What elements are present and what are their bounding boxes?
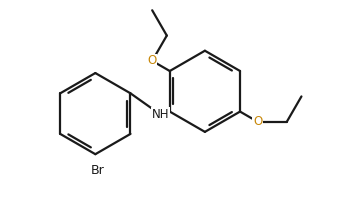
Text: O: O (148, 54, 157, 67)
Text: O: O (253, 115, 262, 128)
Text: Br: Br (90, 164, 104, 177)
Text: NH: NH (151, 108, 169, 121)
